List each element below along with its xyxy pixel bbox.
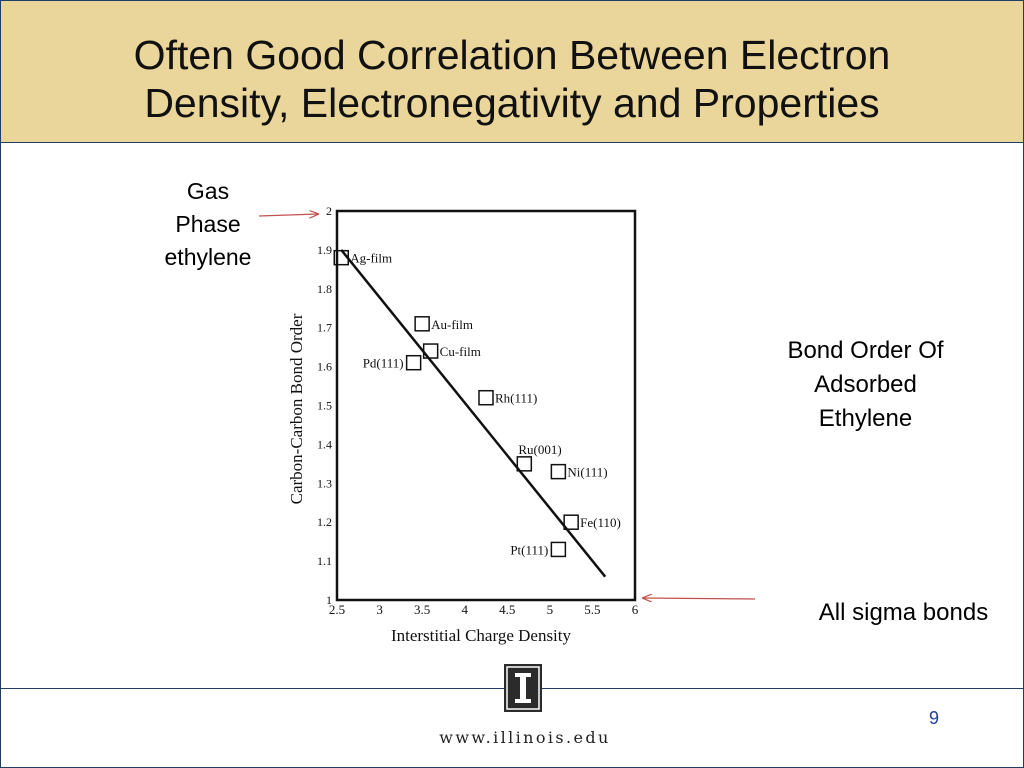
x-tick-labels: 2.5 3 3.5 4 4.5 5 5.5 6	[329, 602, 639, 617]
fit-line	[341, 250, 605, 577]
x-tick-label: 4	[461, 602, 468, 617]
y-tick-label: 2	[326, 204, 332, 218]
y-tick-label: 1.9	[317, 243, 332, 257]
illinois-logo	[504, 664, 542, 712]
y-axis-label: Carbon-Carbon Bond Order	[287, 313, 306, 504]
y-tick-label: 1.8	[317, 282, 332, 296]
data-point-label: Pd(111)	[363, 356, 404, 371]
x-tick-label: 4.5	[499, 602, 515, 617]
y-tick-label: 1.2	[317, 515, 332, 529]
x-tick-label: 5.5	[584, 602, 600, 617]
data-point-label: Cu-film	[440, 344, 481, 359]
y-tick-label: 1.4	[317, 437, 332, 451]
data-point-marker	[415, 317, 429, 331]
data-point-label: Fe(110)	[580, 515, 621, 530]
y-tick-label: 1.5	[317, 399, 332, 413]
y-tick-labels: 1 1.1 1.2 1.3 1.4 1.5 1.6 1.7 1.8 1.9 2	[317, 204, 332, 607]
x-tick-label: 6	[632, 602, 639, 617]
page-number: 9	[919, 708, 949, 729]
data-point-label: Au-film	[431, 317, 473, 332]
data-points: Ag-film Au-film Cu-film Pd(111) Rh(111) Ru(00…	[334, 251, 621, 558]
y-tick-label: 1.1	[317, 554, 332, 568]
footer-url[interactable]: www.illinois.edu	[401, 728, 649, 747]
data-point-label: Ni(111)	[567, 465, 607, 480]
y-tick-label: 1	[326, 593, 332, 607]
data-point-marker	[551, 465, 565, 479]
x-axis-label: Interstitial Charge Density	[391, 626, 572, 645]
x-tick-label: 5	[547, 602, 554, 617]
y-tick-label: 1.7	[317, 321, 332, 335]
data-point-label: Pt(111)	[510, 542, 548, 557]
bond-order-chart: 2.5 3 3.5 4 4.5 5 5.5 6 11.11.21.31.41.51.61.71…	[1, 1, 1023, 687]
sigma-bonds-arrow	[643, 598, 755, 599]
data-point-label: Ag-film	[350, 251, 392, 266]
data-point-label: Rh(111)	[495, 391, 537, 406]
data-point-label: Ru(001)	[518, 442, 561, 457]
data-point-marker	[551, 542, 565, 556]
plot-frame	[337, 211, 635, 600]
y-tick-label: 1.6	[317, 360, 332, 374]
x-tick-label: 3	[376, 602, 383, 617]
x-tick-label: 3.5	[414, 602, 430, 617]
gas-phase-arrow	[259, 214, 318, 216]
data-point-marker	[479, 391, 493, 405]
y-tick-label: 1.3	[317, 476, 332, 490]
data-point-marker	[407, 356, 421, 370]
